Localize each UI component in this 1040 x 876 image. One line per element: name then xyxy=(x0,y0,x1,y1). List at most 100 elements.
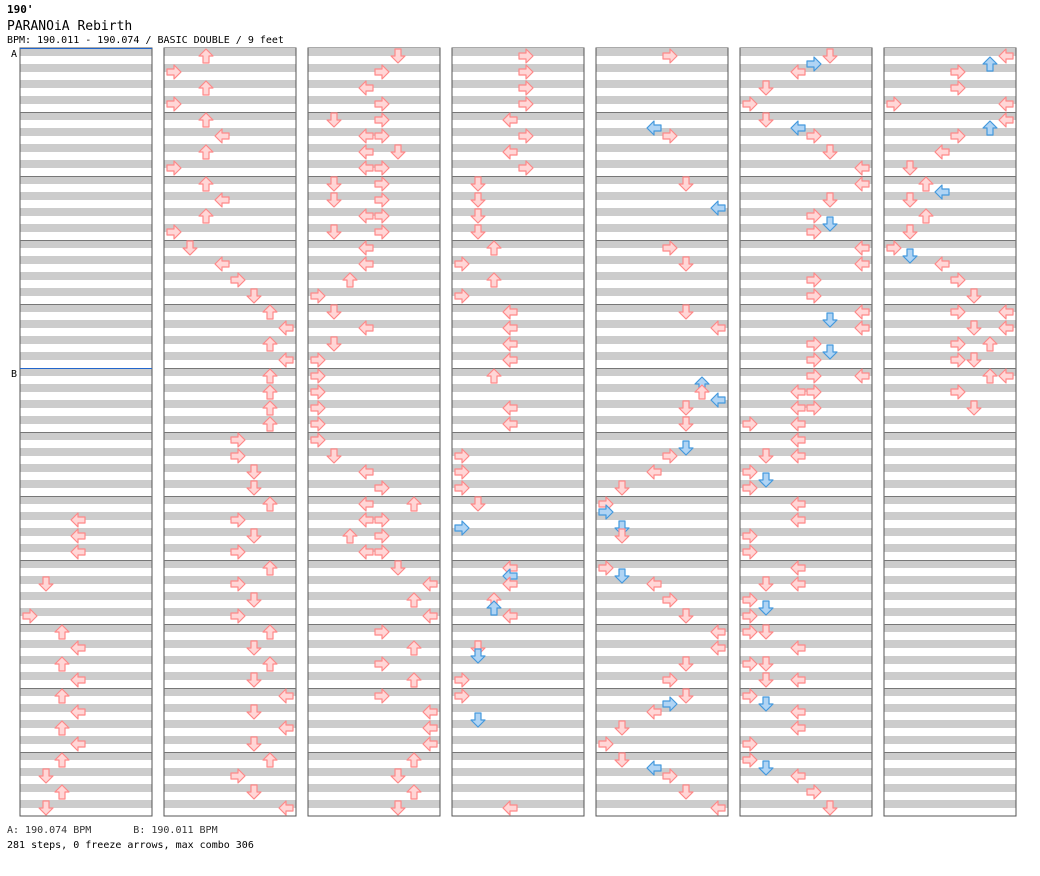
beat-stripe xyxy=(452,528,584,536)
beat-stripe xyxy=(596,736,728,744)
beat-stripe xyxy=(452,368,584,376)
beat-stripe xyxy=(596,672,728,680)
beat-stripe xyxy=(452,464,584,472)
beat-stripe xyxy=(308,272,440,280)
beat-stripe xyxy=(452,752,584,760)
beat-stripe xyxy=(308,80,440,88)
beat-stripe xyxy=(596,288,728,296)
beat-stripe xyxy=(596,80,728,88)
beat-stripe xyxy=(596,464,728,472)
beat-stripe xyxy=(20,768,152,776)
beat-stripe xyxy=(164,432,296,440)
beat-stripe xyxy=(452,64,584,72)
beat-stripe xyxy=(740,704,872,712)
beat-stripe xyxy=(164,464,296,472)
beat-stripe xyxy=(596,96,728,104)
beat-stripe xyxy=(308,768,440,776)
beat-stripe xyxy=(164,128,296,136)
beat-stripe xyxy=(308,176,440,184)
beat-stripe xyxy=(452,176,584,184)
beat-stripe xyxy=(20,784,152,792)
beat-stripe xyxy=(308,576,440,584)
beat-stripe xyxy=(308,336,440,344)
beat-stripe xyxy=(308,144,440,152)
beat-stripe xyxy=(20,256,152,264)
beat-stripe xyxy=(452,656,584,664)
chart-title: 190' xyxy=(7,3,34,16)
beat-stripe xyxy=(452,160,584,168)
beat-stripe xyxy=(164,544,296,552)
beat-stripe xyxy=(308,544,440,552)
beat-stripe xyxy=(308,560,440,568)
beat-stripe xyxy=(164,48,296,56)
beat-stripe xyxy=(164,784,296,792)
chart-column xyxy=(595,47,729,817)
beat-stripe xyxy=(596,320,728,328)
beat-stripe xyxy=(20,528,152,536)
step-stats: 281 steps, 0 freeze arrows, max combo 30… xyxy=(7,840,254,851)
chart-column xyxy=(163,47,297,817)
beat-stripe xyxy=(740,192,872,200)
beat-stripe xyxy=(884,800,1016,808)
beat-stripe xyxy=(308,672,440,680)
beat-stripe xyxy=(164,176,296,184)
beat-stripe xyxy=(596,384,728,392)
beat-stripe xyxy=(596,128,728,136)
beat-stripe xyxy=(308,480,440,488)
beat-stripe xyxy=(164,512,296,520)
beat-stripe xyxy=(164,800,296,808)
beat-stripe xyxy=(452,128,584,136)
beat-stripe xyxy=(884,576,1016,584)
bpm-footer: A: 190.074 BPM B: 190.011 BPM xyxy=(7,825,260,836)
beat-stripe xyxy=(164,672,296,680)
beat-stripe xyxy=(20,400,152,408)
beat-stripe xyxy=(20,512,152,520)
beat-stripe xyxy=(740,544,872,552)
beat-stripe xyxy=(884,768,1016,776)
beat-stripe xyxy=(740,592,872,600)
beat-stripe xyxy=(308,752,440,760)
beat-stripe xyxy=(884,352,1016,360)
beat-stripe xyxy=(20,448,152,456)
beat-stripe xyxy=(20,800,152,808)
beat-stripe xyxy=(164,656,296,664)
beat-stripe xyxy=(452,80,584,88)
beat-stripe xyxy=(20,560,152,568)
beat-stripe xyxy=(164,144,296,152)
beat-stripe xyxy=(20,496,152,504)
beat-stripe xyxy=(20,128,152,136)
beat-stripe xyxy=(164,768,296,776)
beat-stripe xyxy=(740,656,872,664)
beat-stripe xyxy=(596,512,728,520)
beat-stripe xyxy=(740,176,872,184)
beat-stripe xyxy=(740,528,872,536)
chart-column xyxy=(19,47,153,817)
beat-stripe xyxy=(452,704,584,712)
beat-stripe xyxy=(884,656,1016,664)
section-marker: B xyxy=(11,368,152,380)
beat-stripe xyxy=(20,656,152,664)
beat-stripe xyxy=(452,144,584,152)
beat-stripe xyxy=(164,272,296,280)
beat-stripe xyxy=(740,336,872,344)
beat-stripe xyxy=(884,288,1016,296)
beat-stripe xyxy=(308,112,440,120)
beat-stripe xyxy=(596,112,728,120)
beat-stripe xyxy=(452,320,584,328)
beat-stripe xyxy=(308,624,440,632)
beat-stripe xyxy=(452,256,584,264)
bpm-b-label: B: 190.011 BPM xyxy=(133,825,218,836)
chart-column xyxy=(883,47,1017,817)
beat-stripe xyxy=(884,432,1016,440)
beat-stripe xyxy=(884,304,1016,312)
beat-stripe xyxy=(884,416,1016,424)
beat-stripe xyxy=(20,320,152,328)
beat-stripe xyxy=(452,272,584,280)
beat-stripe xyxy=(308,256,440,264)
beat-stripe xyxy=(452,96,584,104)
beat-stripe xyxy=(452,192,584,200)
beat-stripe xyxy=(452,336,584,344)
beat-stripe xyxy=(596,720,728,728)
beat-stripe xyxy=(20,304,152,312)
